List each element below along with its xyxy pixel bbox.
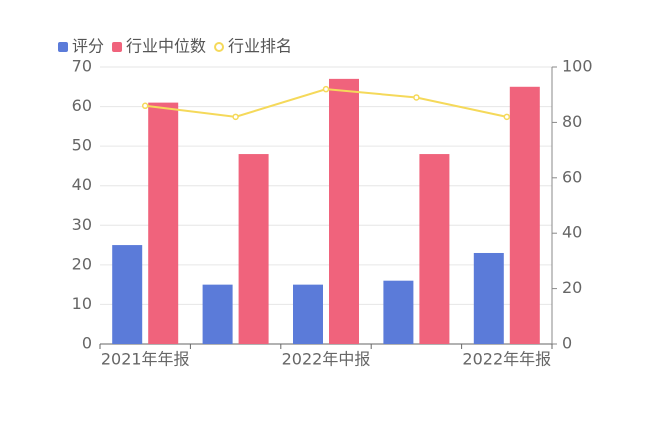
bar (473, 252, 504, 344)
bar (329, 78, 359, 344)
y2-tick-label: 0 (562, 334, 572, 353)
y2-tick-label: 40 (562, 223, 582, 242)
line-point (322, 85, 330, 93)
legend-label: 评分 (72, 37, 104, 56)
bar (238, 154, 269, 344)
x-tick-label: 2021年年报 (101, 350, 190, 369)
y-tick-label: 0 (82, 334, 92, 353)
bar (202, 284, 233, 344)
line-point (503, 113, 511, 121)
y2-tick-label: 20 (562, 278, 582, 297)
legend-label: 行业中位数 (126, 37, 206, 56)
x-tick-label: 2022年中报 (282, 350, 371, 369)
y-tick-label: 40 (72, 175, 92, 194)
y2-tick-label: 60 (562, 167, 582, 186)
y-tick-label: 20 (72, 254, 92, 273)
legend: 评分 行业中位数 行业排名 (58, 37, 292, 56)
bar (383, 280, 414, 344)
y2-tick-label: 80 (562, 112, 582, 131)
bar (293, 284, 323, 344)
legend-marker (58, 42, 68, 52)
bar (419, 154, 450, 344)
line-point (141, 102, 149, 110)
legend-marker (112, 42, 123, 52)
y-tick-label: 50 (72, 136, 92, 155)
y-tick-label: 60 (72, 96, 92, 115)
bar (112, 245, 143, 344)
legend-marker (214, 42, 225, 52)
y-tick-label: 30 (72, 215, 92, 234)
y-tick-label: 70 (72, 57, 92, 76)
y2-tick-label: 100 (562, 57, 593, 76)
line (145, 88, 508, 118)
y-tick-label: 10 (72, 294, 92, 313)
line-point (232, 113, 239, 121)
line-point (413, 94, 420, 101)
bar (509, 86, 540, 345)
bar (148, 102, 179, 344)
legend-label: 行业排名 (228, 37, 292, 56)
x-tick-label: 2022年年报 (462, 350, 551, 369)
